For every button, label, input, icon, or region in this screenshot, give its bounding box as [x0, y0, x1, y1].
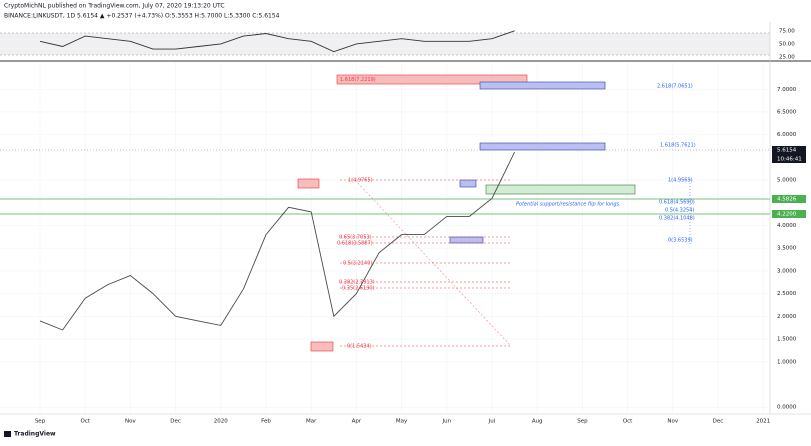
x-tick-label: Feb [261, 419, 271, 425]
level-badge [772, 210, 806, 218]
fib-label: 1.618(7.2219) [340, 77, 376, 83]
rsi-line [39, 30, 515, 53]
x-tick-label: 2021 [756, 419, 770, 425]
y-tick-label: 2.0000 [777, 314, 797, 320]
fib-label: 0.618(4.5690) [659, 200, 695, 206]
y-tick-label: 0.0000 [777, 405, 797, 411]
brand: TradingView [14, 431, 56, 438]
level-label: 4.5826 [777, 197, 797, 203]
x-tick-label: Nov [667, 419, 678, 425]
x-tick-label: Nov [125, 419, 136, 425]
fib-label: 0(3.6539) [668, 238, 693, 244]
x-tick-label: Sep [35, 419, 46, 425]
countdown: 10:46:41 [777, 157, 802, 163]
fib-box [479, 81, 606, 90]
y-tick-label: 3.0000 [777, 268, 797, 274]
annotation: Potential support/resistance flip for lo… [516, 202, 621, 208]
price-line [39, 151, 516, 331]
fib-label: 0.382(2.7313) [339, 280, 375, 286]
x-tick-label: Mar [306, 419, 317, 425]
y-tick-label: 6.5000 [777, 109, 797, 115]
level-badge [772, 195, 806, 203]
brand-logo [4, 431, 11, 437]
y2-tick-label: 75.00 [779, 28, 795, 34]
fib-label: 0(1.5434) [347, 344, 372, 350]
fib-box [449, 236, 484, 244]
fib-box [336, 74, 528, 85]
chart-title: CryptoMichNL published on TradingView.co… [4, 3, 225, 10]
x-tick-label: Dec [170, 419, 181, 425]
x-tick-label: Oct [623, 419, 633, 425]
x-tick-label: Dec [713, 419, 724, 425]
y-tick-label: 1.0000 [777, 359, 797, 365]
y-tick-label: 2.5000 [777, 291, 797, 297]
x-tick-label: May [396, 419, 408, 425]
rsi-band [0, 33, 770, 55]
x-tick-label: Oct [80, 419, 90, 425]
level-label: 4.2200 [777, 212, 797, 218]
x-tick-label: Jul [488, 419, 496, 425]
fib-label: 0.5(4.3254) [665, 208, 694, 214]
y-tick-label: 6.0000 [777, 132, 797, 138]
fib-label: 0.65(3.7053) [339, 235, 372, 241]
fib-label: 0.35(2.6190) [342, 286, 375, 292]
fib-label: 0.5(3.2140) [343, 261, 372, 267]
last-price-badge [772, 146, 806, 163]
fib-levels [340, 179, 511, 347]
fib-label: 1(4.9765) [348, 178, 373, 184]
y-tick-label: 3.5000 [777, 246, 797, 252]
x-tick-label: 2020 [214, 419, 228, 425]
fib-box [310, 341, 334, 352]
fib-box [459, 179, 477, 188]
y-tick-label: 7.0000 [777, 87, 797, 93]
x-tick-label: Jun [442, 419, 452, 425]
fib-label: 0.382(4.1048) [659, 216, 695, 222]
x-tick-label: Aug [532, 419, 543, 425]
x-tick-label: Sep [577, 419, 588, 425]
fib-box [297, 178, 320, 189]
y2-tick-label: 50.00 [779, 41, 795, 47]
last-price: 5.6154 [777, 148, 797, 154]
fib-label: 2.618(7.0651) [657, 84, 693, 90]
y-tick-label: 5.0000 [777, 178, 797, 184]
chart-subtitle: BINANCE:LINKUSDT, 1D 5.6154 ▲ +0.2537 (+… [4, 13, 280, 20]
fib-box [479, 142, 606, 151]
fib-label: 1(4.9569) [668, 178, 693, 184]
y-tick-label: 4.0000 [777, 223, 797, 229]
x-tick-label: Apr [352, 419, 362, 425]
fib-label: 1.618(5.7621) [660, 143, 696, 149]
y2-tick-label: 25.00 [779, 54, 795, 60]
flip-zone [485, 184, 636, 195]
y-tick-label: 1.5000 [777, 337, 797, 343]
fib-label: 0.618(3.5887) [337, 241, 373, 247]
